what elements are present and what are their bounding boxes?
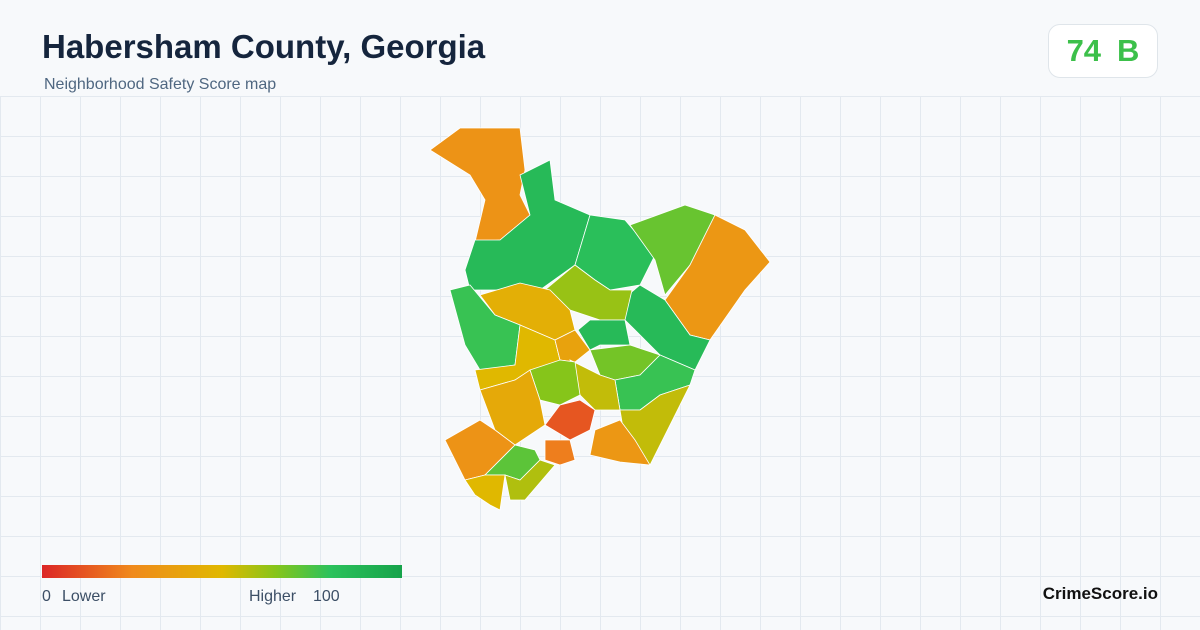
subtitle: Neighborhood Safety Score map	[44, 76, 277, 93]
score: 74	[1066, 33, 1102, 68]
legend-gradient	[42, 565, 402, 578]
region	[544, 439, 576, 466]
brand: CrimeScore.io	[1042, 584, 1158, 603]
region	[504, 459, 556, 501]
legend-max: 100	[313, 588, 340, 605]
region	[544, 399, 596, 441]
region	[589, 419, 651, 466]
region	[429, 127, 531, 243]
score-badge: 74 B	[1048, 24, 1158, 78]
legend-min: 0	[42, 588, 51, 605]
region	[464, 474, 506, 511]
grade: B	[1117, 33, 1140, 68]
region	[577, 319, 631, 351]
legend-min-label: Lower	[62, 588, 106, 605]
legend-max-label: Higher	[249, 588, 297, 605]
title: Habersham County, Georgia	[42, 28, 486, 65]
